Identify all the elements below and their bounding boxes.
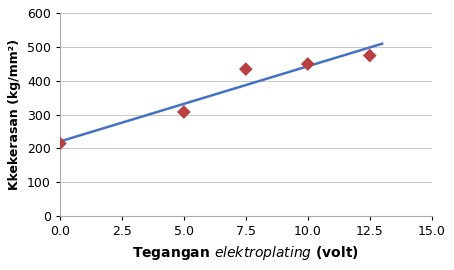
Point bbox=[304, 62, 311, 66]
Y-axis label: Kkekerasan (kg/mm²): Kkekerasan (kg/mm²) bbox=[8, 39, 21, 190]
Point bbox=[366, 53, 373, 58]
Point bbox=[180, 110, 188, 114]
Point bbox=[56, 141, 64, 146]
X-axis label: Tegangan $\mathit{elektroplating}$ (volt): Tegangan $\mathit{elektroplating}$ (volt… bbox=[132, 244, 359, 262]
Point bbox=[242, 67, 249, 71]
